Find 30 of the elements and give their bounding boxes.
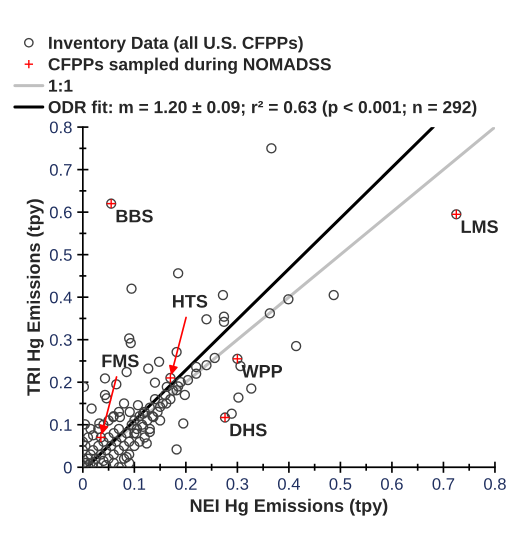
y-tick-label: 0.5: [50, 249, 72, 261]
x-tick-label: 0.2: [174, 478, 197, 490]
x-tick-label: 0.3: [226, 478, 248, 490]
annotation: WPP: [242, 365, 282, 378]
y-tick-label: 0.3: [50, 334, 72, 346]
legend-label: Inventory Data (all U.S. CFPPs): [49, 36, 303, 52]
x-tick-label: 0.5: [329, 478, 352, 490]
x-tick-label: 0.6: [380, 478, 403, 490]
x-tick-label: 0: [78, 478, 87, 490]
x-tick-label: 0.4: [278, 478, 300, 490]
annotation: BBS: [116, 210, 153, 222]
annotation: LMS: [462, 220, 498, 234]
x-tick-label: 0.1: [123, 478, 146, 490]
annotation: FMS: [102, 354, 139, 368]
legend-label: CFPPs sampled during NOMADSS: [48, 58, 331, 74]
y-tick-label: 0.6: [50, 206, 72, 218]
y-tick-label: 0.2: [50, 376, 72, 388]
legend-label: 1:1: [49, 80, 73, 92]
x-tick-label: 0.7: [432, 478, 454, 490]
x-axis-title: NEI Hg Emissions (tpy): [190, 498, 388, 516]
y-tick-label: 0.4: [50, 292, 72, 304]
x-tick-label: 0.8: [484, 478, 506, 490]
y-tick-label: 0.8: [50, 121, 72, 134]
legend-label: ODR fit: m = 1.20 ± 0.09; r² = 0.63 (p < 0.001; n = 292): [48, 100, 476, 117]
y-axis-title: TRI Hg Emissions (tpy): [26, 199, 44, 396]
annotation: DHS: [230, 424, 267, 436]
y-tick-label: 0: [64, 462, 72, 474]
y-tick-label: 0.7: [50, 164, 72, 176]
y-tick-label: 0.1: [50, 419, 72, 431]
annotation: HTS: [173, 294, 208, 308]
